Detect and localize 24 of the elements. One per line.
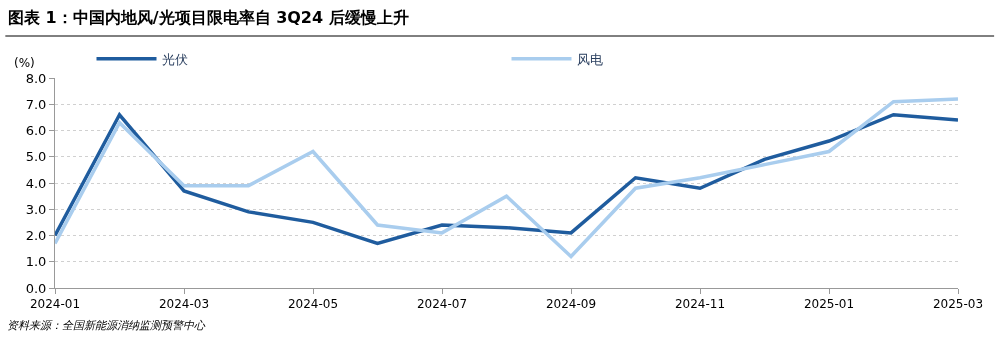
y-tick-label: 7.0 xyxy=(25,96,47,112)
legend-label: 光伏 xyxy=(161,51,188,67)
x-tick-label: 2025-01 xyxy=(803,297,855,312)
y-axis-title: (%) xyxy=(14,56,35,70)
chart-title: 图表 1：中国内地风/光项目限电率自 3Q24 后缓慢上升 xyxy=(8,8,409,28)
line-series xyxy=(55,113,958,246)
y-tick-label: 6.0 xyxy=(25,123,47,139)
x-tick-label: 2024-07 xyxy=(416,297,468,312)
legend-label: 风电 xyxy=(576,51,603,67)
y-tick-label: 4.0 xyxy=(25,175,47,191)
x-tick-label: 2024-05 xyxy=(287,297,339,312)
y-tick-label: 5.0 xyxy=(25,149,47,165)
x-tick-label: 2025-03 xyxy=(932,297,984,312)
x-tick-label: 2024-09 xyxy=(545,297,597,312)
y-tick-label: 0.0 xyxy=(25,280,47,296)
text: 资料来源：全国新能源消纳监测预警中心 xyxy=(7,319,206,332)
x-tick-label: 2024-01 xyxy=(29,297,81,312)
x-tick-label: 2024-03 xyxy=(158,297,210,312)
y-tick-label: 1.0 xyxy=(25,254,47,270)
line-series xyxy=(55,97,958,259)
y-tick-label: 3.0 xyxy=(25,201,47,217)
x-tick-label: 2024-11 xyxy=(674,297,726,312)
y-tick-label: 2.0 xyxy=(25,228,47,244)
y-tick-label: 8.0 xyxy=(25,70,47,86)
